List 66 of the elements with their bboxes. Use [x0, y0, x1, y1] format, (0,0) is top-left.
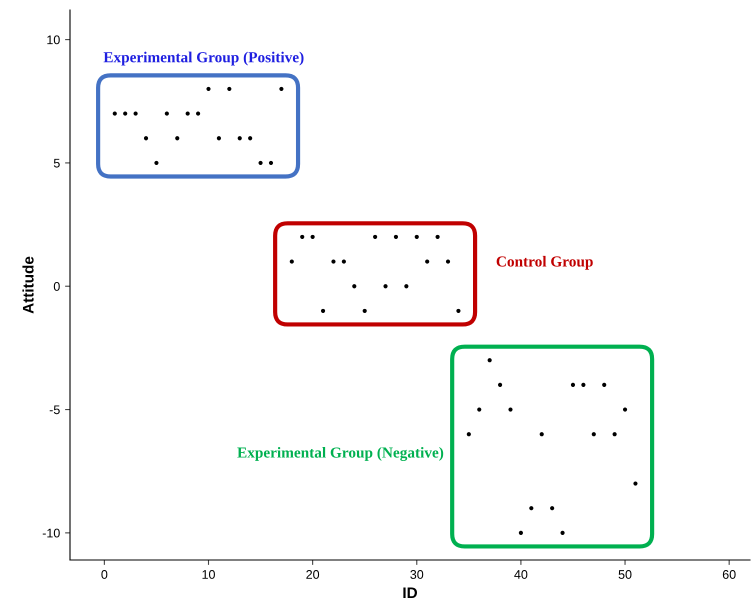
point: [206, 86, 211, 92]
point: [186, 112, 190, 116]
point: [144, 136, 148, 140]
x-tick-label: 40: [514, 570, 528, 579]
point: [196, 112, 200, 116]
point: [622, 407, 628, 412]
point: [216, 136, 221, 140]
point: [248, 136, 252, 140]
point: [134, 112, 138, 116]
point: [477, 407, 482, 412]
point: [320, 308, 326, 313]
x-tick-label: 60: [722, 570, 736, 579]
y-tick-label: 5: [54, 158, 60, 168]
point: [342, 259, 346, 264]
point: [310, 234, 315, 239]
point: [290, 259, 294, 264]
point: [446, 259, 450, 264]
point: [508, 407, 513, 412]
x-axis-title: ID: [403, 587, 417, 598]
point: [540, 432, 544, 436]
point: [164, 112, 169, 116]
annotation: Control Group: [496, 256, 593, 270]
point: [581, 382, 586, 387]
y-tick-label: 10: [47, 35, 60, 44]
y-axis-title: Attitude: [22, 256, 34, 314]
point: [425, 259, 430, 264]
point: [268, 160, 274, 165]
point: [612, 432, 617, 436]
point: [633, 481, 638, 486]
point: [498, 382, 502, 387]
point: [331, 259, 336, 264]
point: [112, 112, 117, 116]
point: [352, 284, 356, 288]
point: [488, 358, 492, 362]
point: [436, 234, 440, 239]
point: [456, 308, 461, 313]
point: [518, 530, 523, 535]
point: [154, 160, 159, 165]
y-tick-label: -5: [50, 405, 60, 414]
y-tick-label: 0: [54, 282, 60, 291]
x-tick-label: 10: [202, 570, 215, 579]
point: [414, 234, 419, 239]
point: [570, 382, 576, 387]
x-tick-label: 30: [410, 570, 424, 579]
point: [279, 86, 284, 92]
point: [466, 432, 471, 436]
annotation: Experimental Group (Negative): [237, 446, 444, 461]
point: [602, 382, 606, 387]
point: [227, 86, 232, 92]
annotation: Experimental Group (Positive): [104, 52, 304, 66]
point: [123, 112, 128, 116]
x-tick-label: 0: [101, 570, 108, 579]
point: [300, 234, 304, 239]
point: [529, 506, 534, 510]
point: [394, 234, 398, 239]
x-tick-label: 20: [306, 570, 320, 579]
point: [258, 160, 263, 165]
point: [592, 432, 596, 436]
point: [362, 308, 367, 313]
point: [560, 530, 565, 535]
point: [373, 234, 378, 239]
x-tick-label: 50: [618, 570, 632, 579]
point: [383, 284, 388, 288]
y-tick-label: -10: [42, 528, 60, 538]
point: [404, 284, 408, 288]
point: [550, 506, 554, 510]
